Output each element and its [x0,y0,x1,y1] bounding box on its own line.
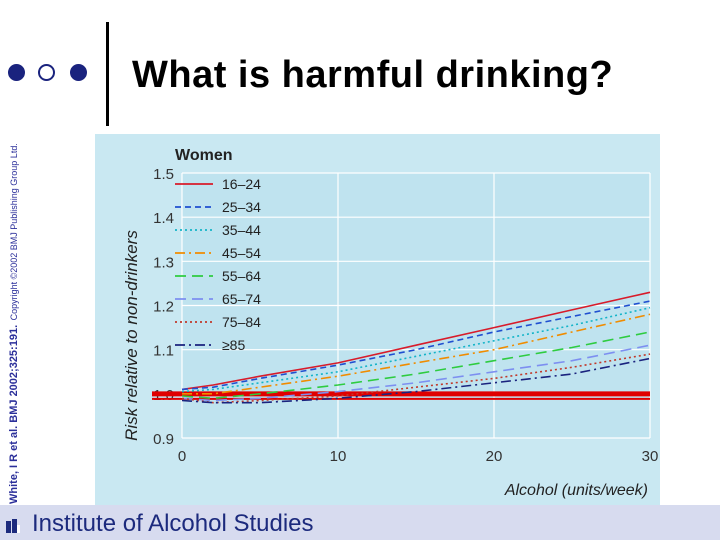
series-line [181,344,651,402]
x-tick-label: 20 [486,448,503,465]
institute-logo-icon [6,519,20,533]
y-tick-label: 1.4 [153,210,174,227]
copyright-notice: Copyright ©2002 BMJ Publishing Group Ltd… [9,143,19,321]
y-tick-label: 1.1 [153,343,174,360]
legend-label: 35–44 [222,222,261,238]
legend-label: 45–54 [222,245,261,261]
x-tick-label: 30 [642,448,659,465]
filled-circle-icon [8,64,25,81]
x-tick-label: 10 [330,448,347,465]
series-line [181,291,651,391]
y-tick-label: 1.3 [153,254,174,271]
footer-bar: Institute of Alcohol Studies [0,505,720,540]
series-line [182,313,651,395]
x-tick-label: 0 [178,448,186,465]
x-axis-label: Alcohol (units/week) [504,482,648,499]
series-line [181,357,651,404]
legend-label: 25–34 [222,199,261,215]
slide-title: What is harmful drinking? [132,54,614,96]
series-line [181,331,651,400]
footer-title: Institute of Alcohol Studies [32,510,314,537]
legend-label: 16–24 [222,176,261,192]
series-line [181,353,651,404]
series-line [181,300,651,391]
y-axis-label: Risk relative to non-drinkers [122,230,141,441]
legend-label: ≥85 [222,337,245,353]
legend-label: 65–74 [222,291,261,307]
y-tick-label: 1.5 [153,166,174,183]
chart-title: Women [175,147,232,164]
y-tick-label: 1.2 [153,299,174,316]
title-divider [106,22,109,126]
hollow-circle-icon [38,64,55,81]
legend-label: 75–84 [222,314,261,330]
slide-bullets [8,64,108,86]
citation-reference: White, I R et al. BMJ 2002;325:191. [8,324,20,504]
legend-label: 55–64 [222,268,261,284]
y-tick-label: 0.9 [153,431,174,448]
citation: White, I R et al. BMJ 2002;325:191. Copy… [4,143,22,504]
filled-circle-icon [70,64,87,81]
